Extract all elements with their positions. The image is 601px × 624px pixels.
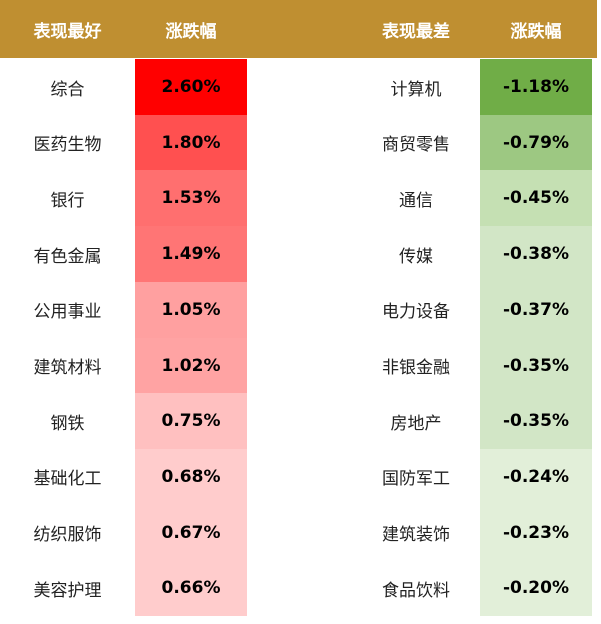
name-cell: 建筑装饰 [382, 525, 450, 546]
value-cell: -0.35% [480, 337, 592, 394]
value-cell: -0.37% [480, 281, 592, 338]
name-cell: 美容护理 [33, 580, 102, 601]
header-cell: 表现最好 [33, 21, 102, 42]
value-cell: 2.60% [135, 59, 247, 116]
value-cell: 1.80% [135, 114, 247, 171]
name-cell: 电力设备 [382, 302, 450, 323]
header-cell: 表现最差 [382, 21, 450, 42]
value-cell: 1.05% [135, 281, 247, 338]
value-cell: -0.24% [480, 448, 592, 506]
name-cell: 传媒 [399, 246, 433, 267]
value-cell: 0.67% [135, 504, 247, 561]
header-bar [0, 0, 597, 58]
name-cell: 纺织服饰 [33, 525, 102, 546]
value-cell: -0.23% [480, 504, 592, 561]
value-cell: -0.35% [480, 393, 592, 450]
value-cell: 1.53% [135, 170, 247, 227]
value-cell: -1.18% [480, 59, 592, 116]
value-cell: -0.45% [480, 170, 592, 227]
name-cell: 通信 [399, 190, 433, 211]
value-cell: 0.68% [135, 448, 247, 506]
name-cell: 公用事业 [33, 302, 102, 323]
name-cell: 综合 [50, 79, 85, 100]
value-cell: 0.75% [135, 393, 247, 450]
header-cell: 涨跌幅 [165, 21, 217, 42]
value-cell: -0.79% [480, 114, 592, 171]
value-cell: -0.38% [480, 226, 592, 283]
value-cell: 0.66% [135, 560, 247, 617]
name-cell: 国防军工 [382, 469, 450, 490]
name-cell: 食品饮料 [382, 580, 450, 601]
name-cell: 非银金融 [382, 358, 450, 379]
name-cell: 银行 [50, 190, 85, 211]
name-cell: 商贸零售 [382, 135, 450, 156]
name-cell: 房地产 [390, 413, 442, 434]
name-cell: 有色金属 [33, 246, 102, 267]
name-cell: 计算机 [390, 79, 442, 100]
value-cell: 1.49% [135, 226, 247, 283]
name-cell: 医药生物 [33, 135, 102, 156]
name-cell: 基础化工 [33, 469, 102, 490]
name-cell: 建筑材料 [33, 358, 102, 379]
name-cell: 钢铁 [50, 413, 85, 434]
value-cell: -0.20% [480, 560, 592, 617]
value-cell: 1.02% [135, 337, 247, 394]
header-cell: 涨跌幅 [510, 21, 562, 42]
